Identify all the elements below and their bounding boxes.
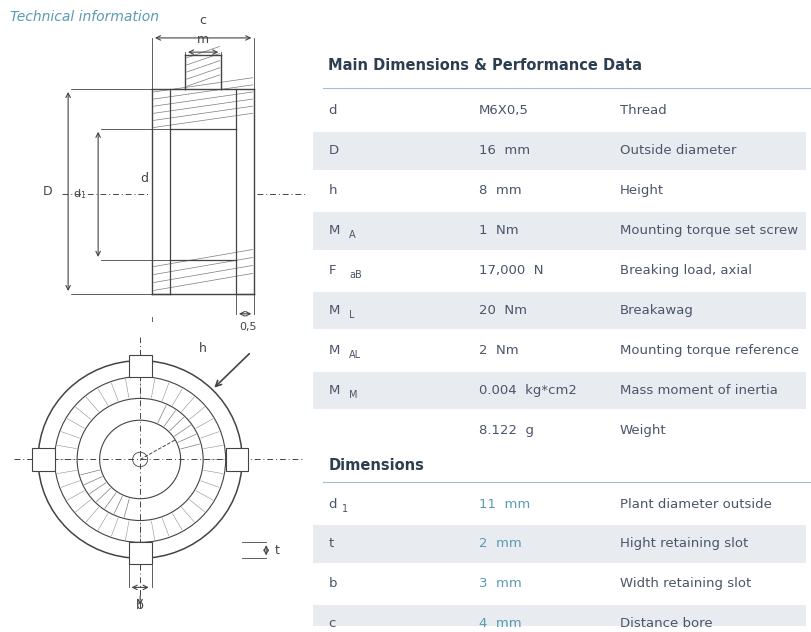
Text: t: t — [328, 537, 333, 550]
Text: Distance bore: Distance bore — [620, 617, 713, 630]
Text: L: L — [350, 310, 355, 320]
Text: Weight: Weight — [620, 424, 667, 437]
Text: h: h — [200, 343, 207, 355]
Text: t: t — [275, 544, 280, 557]
Text: 1: 1 — [342, 504, 349, 514]
Text: m: m — [197, 33, 209, 47]
Text: Breaking load, axial: Breaking load, axial — [620, 264, 752, 277]
Text: F: F — [328, 264, 336, 277]
Text: Mounting torque reference: Mounting torque reference — [620, 344, 799, 357]
FancyBboxPatch shape — [313, 332, 806, 370]
Text: h: h — [328, 185, 337, 197]
FancyBboxPatch shape — [313, 372, 806, 410]
Text: 8  mm: 8 mm — [479, 185, 521, 197]
FancyBboxPatch shape — [313, 411, 806, 449]
FancyBboxPatch shape — [313, 132, 806, 169]
Text: 4  mm: 4 mm — [479, 617, 521, 630]
Text: Mounting torque set screw: Mounting torque set screw — [620, 224, 798, 237]
Text: D: D — [328, 144, 338, 157]
Text: Outside diameter: Outside diameter — [620, 144, 736, 157]
Text: d$_1$: d$_1$ — [74, 188, 87, 201]
FancyBboxPatch shape — [313, 605, 806, 632]
Text: Breakawag: Breakawag — [620, 304, 693, 317]
Text: 3  mm: 3 mm — [479, 578, 522, 590]
Text: Thread: Thread — [620, 104, 667, 118]
FancyBboxPatch shape — [313, 292, 806, 329]
Text: 0,5: 0,5 — [239, 322, 257, 332]
Text: 17,000  N: 17,000 N — [479, 264, 543, 277]
Text: M: M — [328, 304, 340, 317]
Text: Mass moment of inertia: Mass moment of inertia — [620, 384, 778, 397]
Text: d: d — [140, 172, 148, 185]
Text: 11  mm: 11 mm — [479, 497, 530, 511]
FancyBboxPatch shape — [313, 485, 806, 523]
Text: Height: Height — [620, 185, 664, 197]
Text: 16  mm: 16 mm — [479, 144, 530, 157]
Text: 0.004  kg*cm2: 0.004 kg*cm2 — [479, 384, 577, 397]
Bar — [129, 542, 152, 564]
Text: M: M — [328, 344, 340, 357]
Text: b: b — [328, 578, 337, 590]
FancyBboxPatch shape — [313, 565, 806, 603]
Bar — [129, 355, 152, 377]
Text: M: M — [328, 224, 340, 237]
Text: D: D — [42, 185, 52, 198]
Text: 1  Nm: 1 Nm — [479, 224, 519, 237]
Text: aB: aB — [350, 270, 363, 281]
Text: M: M — [350, 391, 358, 400]
Text: 8.122  g: 8.122 g — [479, 424, 534, 437]
Text: d: d — [328, 497, 337, 511]
Bar — [225, 449, 248, 470]
Text: 20  Nm: 20 Nm — [479, 304, 527, 317]
Text: c: c — [200, 13, 207, 27]
Text: M6X0,5: M6X0,5 — [479, 104, 529, 118]
Text: d: d — [328, 104, 337, 118]
Text: Main Dimensions & Performance Data: Main Dimensions & Performance Data — [328, 59, 642, 73]
Text: b: b — [136, 599, 144, 612]
FancyBboxPatch shape — [313, 212, 806, 250]
Text: Technical information: Technical information — [10, 10, 159, 24]
FancyBboxPatch shape — [313, 252, 806, 289]
Text: 2  Nm: 2 Nm — [479, 344, 519, 357]
FancyBboxPatch shape — [313, 92, 806, 130]
Text: Plant diameter outside: Plant diameter outside — [620, 497, 772, 511]
Text: M: M — [328, 384, 340, 397]
Text: Hight retaining slot: Hight retaining slot — [620, 537, 749, 550]
Text: c: c — [328, 617, 336, 630]
Bar — [32, 449, 54, 470]
Text: 2  mm: 2 mm — [479, 537, 522, 550]
Text: Dimensions: Dimensions — [328, 458, 424, 473]
FancyBboxPatch shape — [313, 172, 806, 210]
Text: AL: AL — [350, 350, 362, 360]
Text: Width retaining slot: Width retaining slot — [620, 578, 751, 590]
FancyBboxPatch shape — [313, 525, 806, 562]
Text: A: A — [350, 231, 356, 240]
